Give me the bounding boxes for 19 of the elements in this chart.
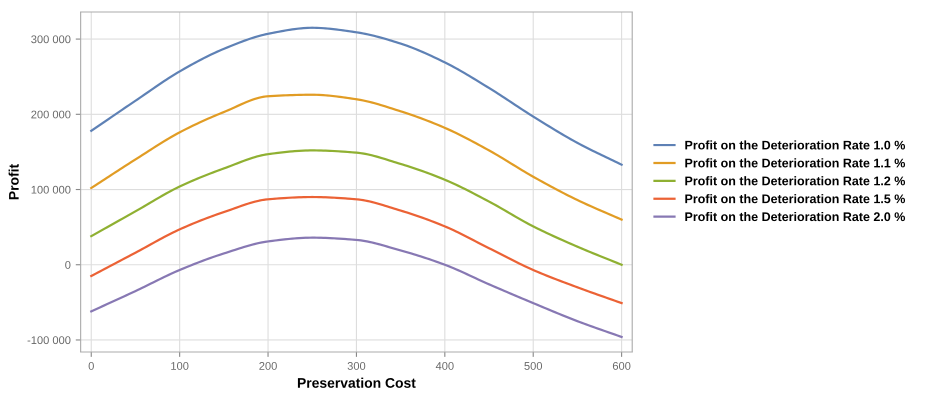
legend-label: Profit on the Deterioration Rate 1.2 % [685,176,906,186]
legend-label: Profit on the Deterioration Rate 1.1 % [685,158,906,168]
x-tick-label: 300 [348,362,366,370]
y-axis-title: Profit [8,164,19,200]
x-tick-label: 500 [524,362,542,370]
y-tick-label: -100 000 [28,336,70,344]
x-tick-label: 200 [259,362,277,370]
legend-label: Profit on the Deterioration Rate 1.5 % [685,194,906,204]
y-tick-label: 0 [65,261,70,269]
x-tick-label: 400 [436,362,454,370]
y-tick-label: 200 000 [31,110,70,118]
legend-label: Profit on the Deterioration Rate 2.0 % [685,212,906,222]
x-tick-label: 100 [171,362,188,370]
x-tick-label: 0 [88,362,94,370]
y-tick-label: 100 000 [32,186,70,194]
y-tick-label: 300 000 [31,35,70,44]
legend-label: Profit on the Deterioration Rate 1.0 % [685,140,906,150]
x-axis-title: Preservation Cost [298,378,416,388]
x-tick-label: 600 [612,362,630,370]
